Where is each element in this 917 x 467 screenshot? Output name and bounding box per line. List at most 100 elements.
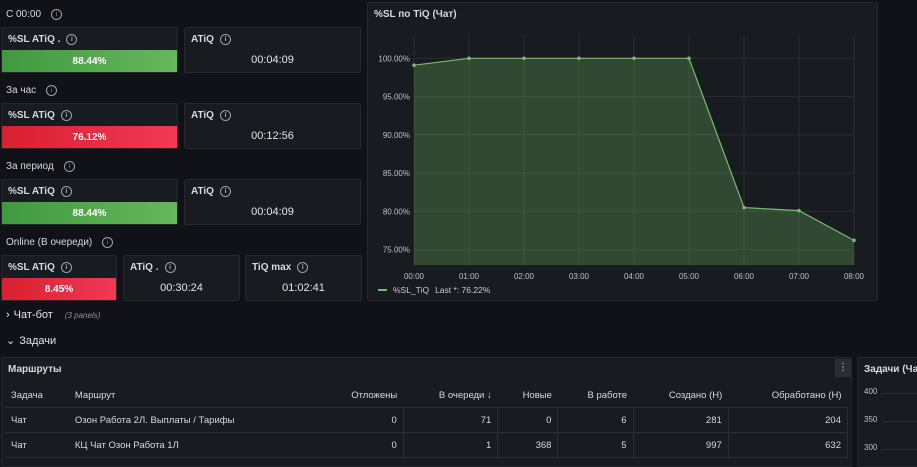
- table-cell: 0: [497, 407, 559, 433]
- row-title-text: За час: [6, 85, 37, 96]
- row-title-online: Online (В очереди) i: [6, 237, 114, 248]
- data-point[interactable]: [632, 56, 636, 61]
- y-tick-label: 90.00%: [383, 131, 410, 140]
- stat-value: 00:04:09: [251, 54, 294, 66]
- stat-value: 00:30:24: [160, 282, 203, 294]
- panel-title: %SL ATiQ i: [8, 110, 72, 121]
- grid-line: [882, 393, 917, 394]
- info-icon[interactable]: i: [66, 34, 78, 45]
- column-header[interactable]: В работе: [557, 383, 634, 408]
- chart-legend[interactable]: %SL_TiQ Last *: 76.22%: [378, 285, 490, 295]
- column-header[interactable]: В очереди ↓: [403, 383, 498, 408]
- x-tick-label: 08:00: [844, 272, 865, 281]
- column-header[interactable]: Маршрут: [68, 383, 319, 408]
- info-icon[interactable]: i: [63, 161, 75, 172]
- stat-panel-sl-since-midnight[interactable]: %SL ATiQ .i 88.44%: [1, 27, 178, 73]
- info-icon[interactable]: i: [60, 110, 72, 121]
- panel-title: TiQ max i: [252, 262, 309, 273]
- legend-last-value: Last *: 76.22%: [435, 285, 491, 295]
- data-point[interactable]: [577, 56, 581, 61]
- table-row[interactable]: Чат Озон Работа 2Л. Выплаты / Тарифы 0 71 0 6…: [5, 407, 849, 433]
- panel-title: %SL ATiQ i: [8, 186, 72, 197]
- panel-title: ATiQ i: [191, 110, 231, 121]
- info-icon[interactable]: i: [219, 110, 231, 121]
- chevron-right-icon: ›: [6, 309, 10, 321]
- routes-table: Задача Маршрут Отложены В очереди ↓ Новые В р…: [5, 383, 849, 458]
- chart-panel-sl-tiq[interactable]: %SL по TiQ (Чат) 100.00% 95.00% 90.00% 85.0…: [367, 2, 878, 301]
- stat-value: 01:02:41: [282, 282, 325, 294]
- column-header[interactable]: Создано (Н): [633, 383, 729, 408]
- info-icon[interactable]: i: [60, 262, 72, 273]
- info-icon[interactable]: i: [102, 237, 114, 248]
- stat-value-bar: 88.44%: [2, 50, 177, 72]
- table-cell: КЦ Чат Озон Работа 1Л: [68, 432, 319, 458]
- column-header[interactable]: Задача: [5, 383, 69, 408]
- table-cell: 204: [728, 407, 849, 433]
- info-icon[interactable]: i: [60, 186, 72, 197]
- stat-panel-atiq-online[interactable]: ATiQ .i 00:30:24: [123, 255, 240, 301]
- x-tick-label: 06:00: [734, 272, 755, 281]
- grid-line: [882, 421, 917, 422]
- column-header[interactable]: Отложены: [318, 383, 404, 408]
- column-header[interactable]: Новые: [497, 383, 558, 408]
- section-tasks[interactable]: ⌄ Задачи: [6, 334, 56, 348]
- stat-panel-atiq-since-midnight[interactable]: ATiQ i 00:04:09: [184, 27, 361, 73]
- row-title-period: За период i: [6, 161, 75, 172]
- y-tick-label: 85.00%: [383, 169, 410, 178]
- y-tick-label: 80.00%: [383, 207, 410, 216]
- table-cell: 0: [318, 432, 404, 458]
- chart-title: %SL по TiQ (Чат): [374, 9, 457, 20]
- panel-title: %SL ATiQ .i: [8, 34, 78, 45]
- x-tick-label: 00:00: [404, 272, 425, 281]
- row-title-text: За период: [6, 161, 54, 172]
- table-cell: Чат: [5, 407, 69, 433]
- table-row[interactable]: Чат КЦ Чат Озон Работа 1Л 0 1 368 5 997 632: [5, 432, 849, 458]
- table-cell: 5: [557, 432, 634, 458]
- row-title-text: С 00:00: [6, 9, 42, 20]
- y-tick-label: 400: [864, 387, 878, 396]
- grid-line: [882, 449, 917, 450]
- stat-panel-tiq-max[interactable]: TiQ max i 01:02:41: [245, 255, 362, 301]
- stat-panel-sl-last-hour[interactable]: %SL ATiQ i 76.12%: [1, 103, 178, 149]
- x-tick-label: 02:00: [514, 272, 535, 281]
- info-icon[interactable]: i: [219, 34, 231, 45]
- stat-panel-atiq-period[interactable]: ATiQ i 00:04:09: [184, 179, 361, 225]
- data-point[interactable]: [412, 63, 416, 67]
- data-point[interactable]: [522, 56, 526, 61]
- data-point[interactable]: [687, 56, 691, 61]
- routes-panel[interactable]: Маршруты ⋮ Задача Маршрут Отложены В очеред…: [1, 357, 852, 467]
- info-icon[interactable]: i: [219, 186, 231, 197]
- data-point[interactable]: [852, 238, 856, 243]
- table-cell: 6: [557, 407, 634, 433]
- table-cell: 1: [403, 432, 499, 458]
- info-icon[interactable]: i: [46, 85, 58, 96]
- table-cell: 281: [633, 407, 729, 433]
- stat-panel-sl-online[interactable]: %SL ATiQ i 8.45%: [1, 255, 117, 301]
- data-point[interactable]: [467, 56, 471, 61]
- table-cell: 368: [497, 432, 559, 458]
- panel-menu-icon[interactable]: ⋮: [835, 359, 851, 377]
- stat-panel-atiq-last-hour[interactable]: ATiQ i 00:12:56: [184, 103, 361, 149]
- y-tick-label: 350: [864, 415, 878, 424]
- data-point[interactable]: [742, 205, 746, 210]
- series-area: [414, 58, 854, 265]
- table-cell: Озон Работа 2Л. Выплаты / Тарифы: [68, 407, 319, 433]
- legend-label: %SL_TiQ: [393, 285, 430, 295]
- x-tick-label: 03:00: [569, 272, 590, 281]
- data-point[interactable]: [797, 208, 801, 213]
- row-title-since-midnight: С 00:00 i: [6, 9, 63, 20]
- table-cell: 997: [633, 432, 729, 458]
- tasks-chat-panel[interactable]: Задачи (Ча 400 350 300: [857, 357, 917, 467]
- row-title-last-hour: За час i: [6, 85, 58, 96]
- info-icon[interactable]: i: [164, 262, 176, 273]
- stat-panel-sl-period[interactable]: %SL ATiQ i 88.44%: [1, 179, 178, 225]
- panel-title: Задачи (Ча: [864, 364, 917, 375]
- x-tick-label: 07:00: [789, 272, 810, 281]
- info-icon[interactable]: i: [51, 9, 63, 20]
- column-header[interactable]: Обработано (Н): [728, 383, 848, 408]
- x-tick-label: 05:00: [679, 272, 700, 281]
- panel-title: ATiQ i: [191, 34, 231, 45]
- info-icon[interactable]: i: [297, 262, 309, 273]
- x-tick-label: 04:00: [624, 272, 645, 281]
- section-chatbot[interactable]: › Чат-бот (3 panels): [6, 309, 100, 321]
